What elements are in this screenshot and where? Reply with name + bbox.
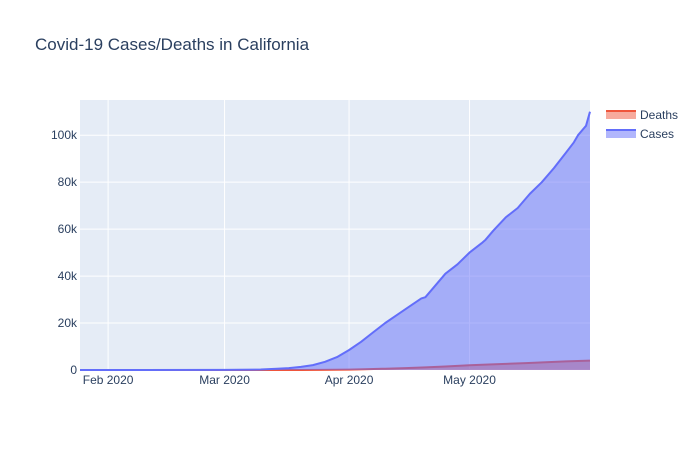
axis-ticks: 0 20k 40k 60k 80k 100k Feb 2020 Mar 2020 Apr 202… (51, 128, 496, 387)
x-tick-label: Mar 2020 (199, 373, 250, 387)
cases-line (80, 111, 591, 371)
y-tick-label: 100k (51, 128, 78, 142)
y-tick-label: 20k (58, 316, 78, 330)
series-areas (80, 111, 591, 371)
x-tick-label: Apr 2020 (325, 373, 374, 387)
legend-label-deaths: Deaths (640, 108, 678, 122)
y-tick-label: 80k (58, 175, 78, 189)
y-tick-label: 60k (58, 222, 78, 236)
y-tick-label: 40k (58, 269, 78, 283)
legend-swatch-cases (606, 130, 636, 138)
legend-item-cases[interactable]: Cases (606, 127, 674, 141)
x-tick-label: Feb 2020 (83, 373, 134, 387)
legend[interactable]: Deaths Cases (606, 108, 678, 141)
chart-title: Covid-19 Cases/Deaths in California (35, 35, 310, 54)
legend-label-cases: Cases (640, 127, 674, 141)
legend-item-deaths[interactable]: Deaths (606, 108, 678, 122)
x-tick-label: May 2020 (443, 373, 496, 387)
legend-swatch-deaths (606, 111, 636, 119)
y-tick-label: 0 (70, 363, 77, 377)
cases-area (80, 111, 590, 370)
